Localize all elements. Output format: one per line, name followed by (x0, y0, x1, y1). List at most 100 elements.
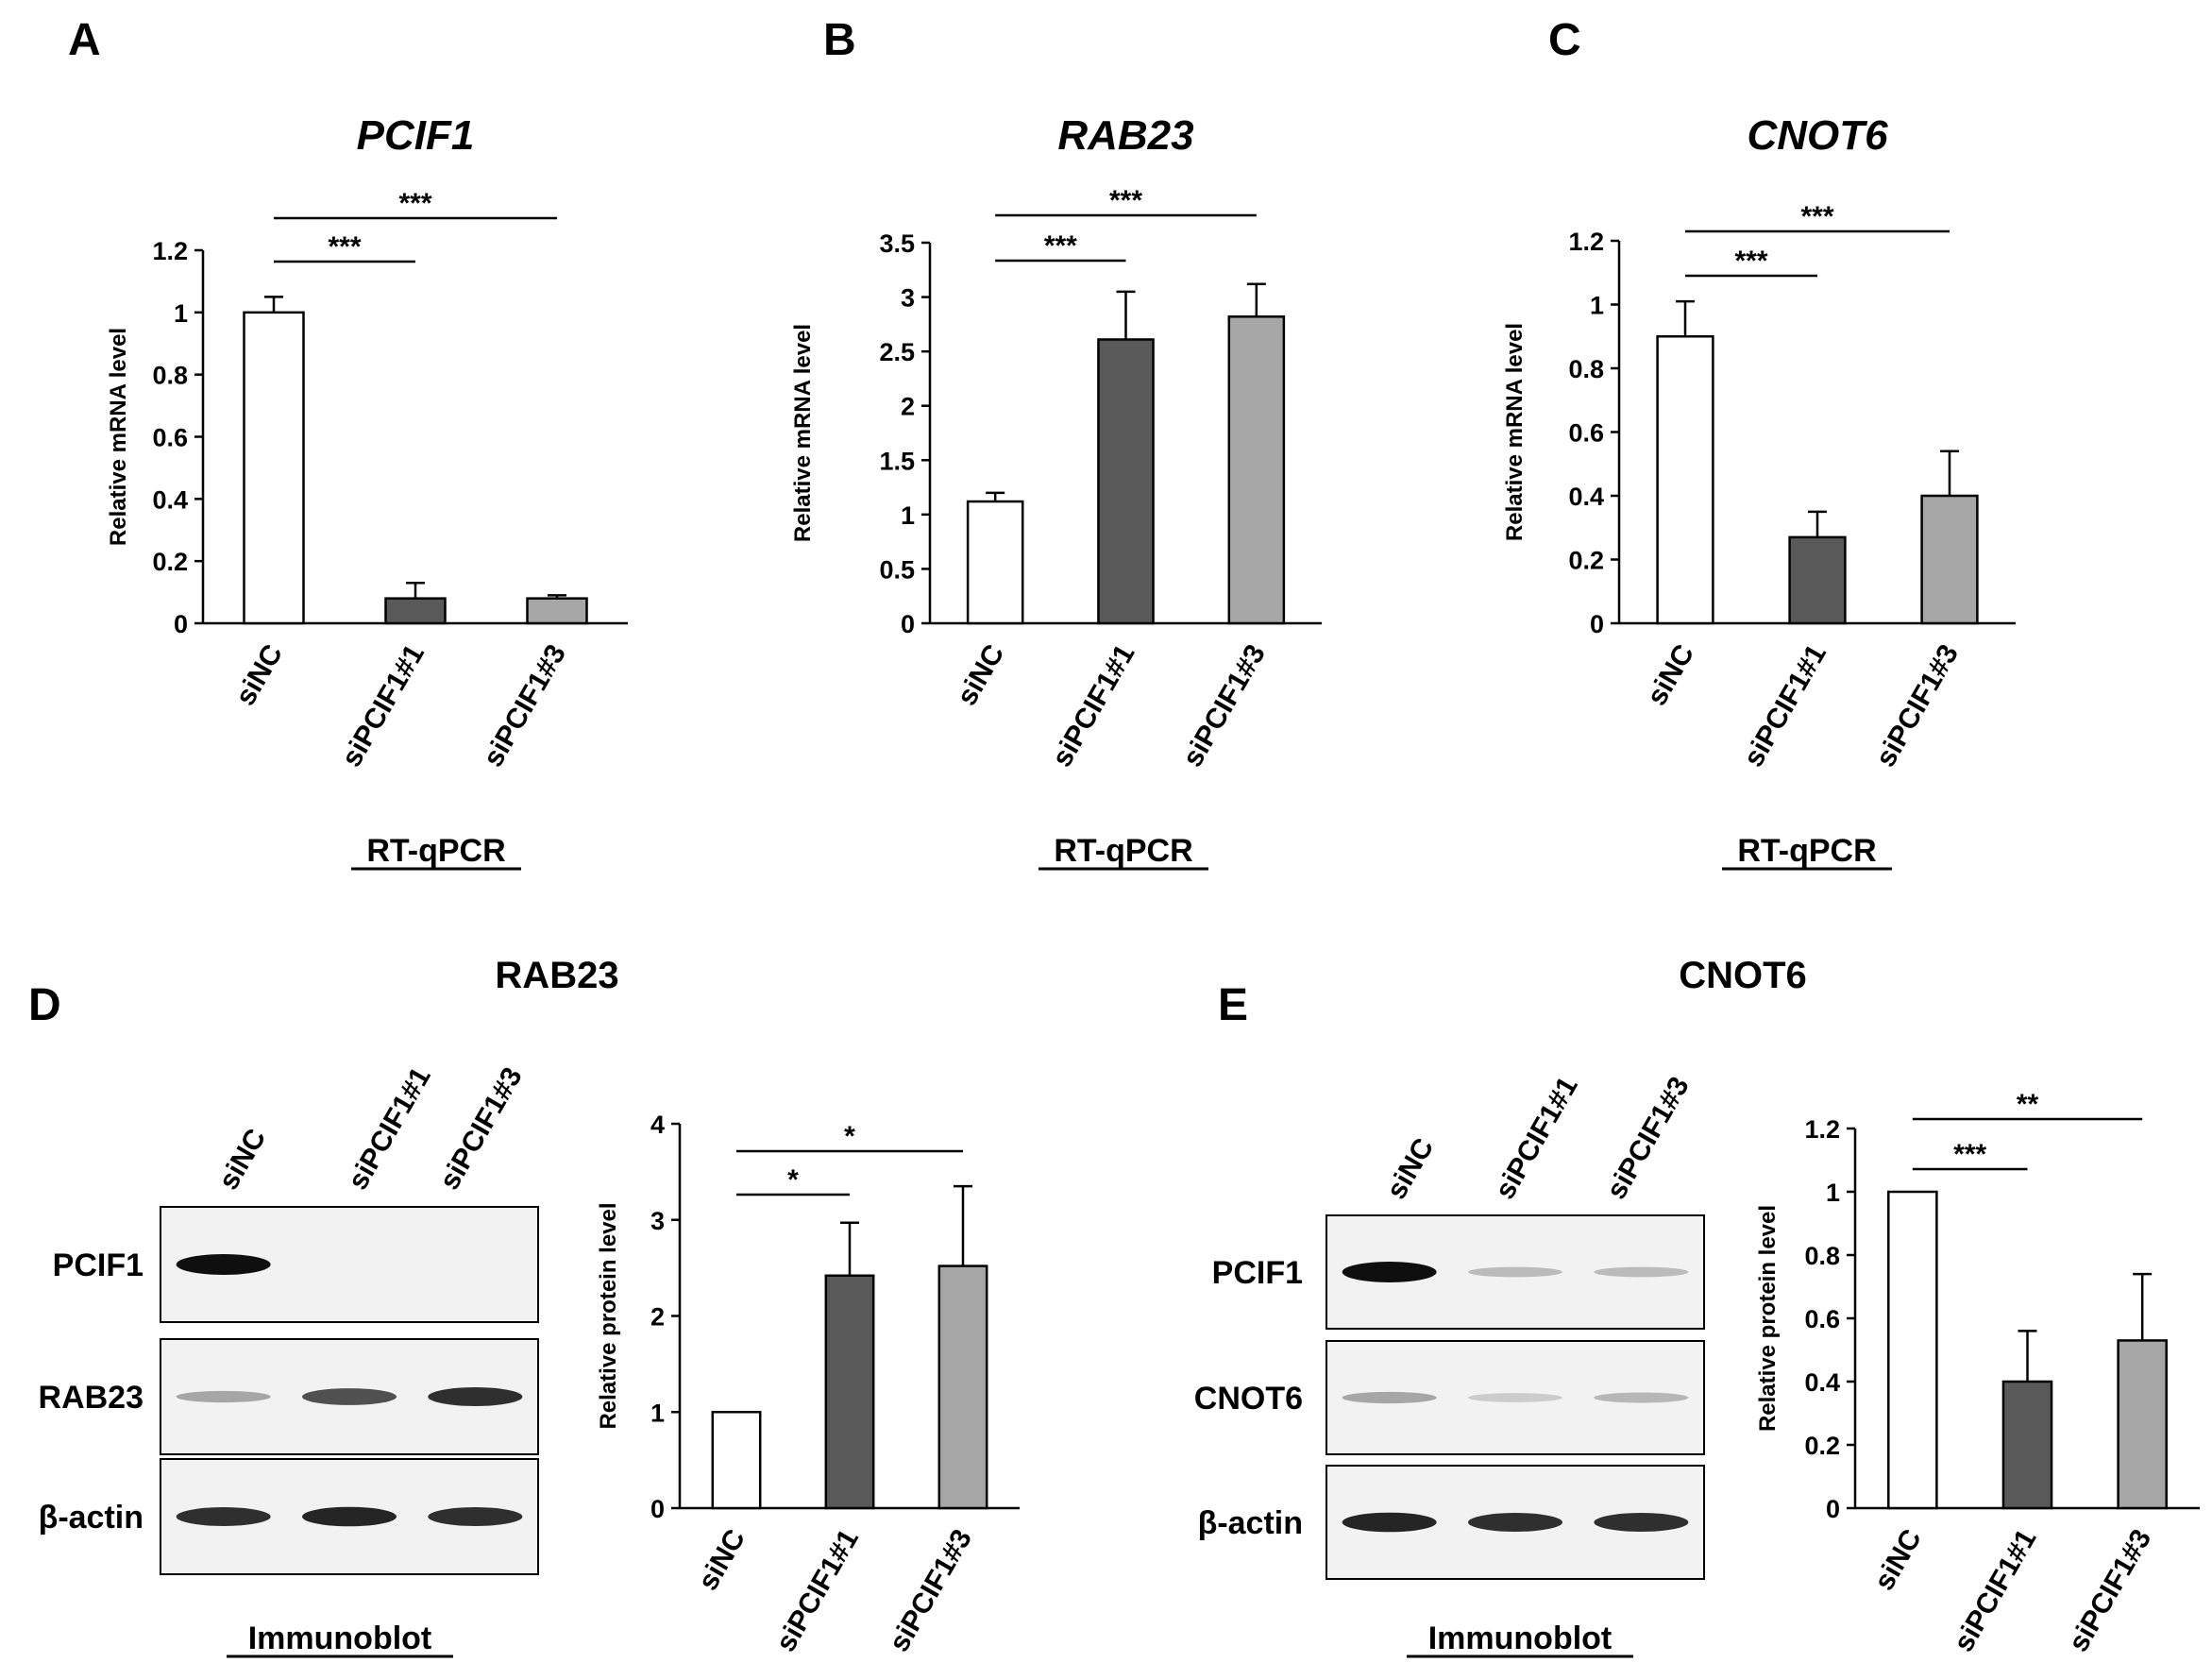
y-tick-label-d: 3 (650, 1207, 665, 1235)
blot-row-label-e-2: β-actin (1198, 1505, 1303, 1541)
chart-title-a: PCIF1 (357, 112, 475, 159)
bar-e-1 (2001, 1380, 2053, 1510)
immunoblot-e: siNC siPCIF1#1 siPCIF1#3 PCIF1 CNOT6 β-actin (1194, 1072, 1705, 1580)
chart-panel-a: PCIF1 0 0.2 0.4 0.6 0.8 1 1.2 Relative mRNA leve… (106, 112, 628, 772)
y-tick-label-b: 2.5 (879, 338, 915, 366)
y-tick-label-c: 1.2 (1568, 228, 1604, 256)
significance-label-d-0: * (787, 1164, 799, 1196)
blot-band-e-0-1 (1468, 1266, 1562, 1278)
y-tick-label-e: 0 (1826, 1495, 1840, 1523)
y-tick-label-e: 1 (1826, 1179, 1840, 1207)
y-tick-label-a: 0.8 (152, 362, 188, 390)
rtqpcr-label-b: RT-qPCR (1054, 833, 1192, 869)
y-tick-label-c: 1 (1590, 292, 1604, 320)
y-tick-label-b: 1.5 (879, 447, 915, 475)
blot-band-d-0-0 (176, 1254, 271, 1275)
bar-e-0 (1887, 1190, 1938, 1510)
chart-panel-c: CNOT6 0 0.2 0.4 0.6 0.8 1 1.2 Relative mRNA leve… (1502, 112, 2016, 772)
panel-letter-e: E (1218, 980, 1248, 1030)
bar-b-2 (1227, 315, 1286, 625)
y-tick-label-b: 1 (901, 501, 915, 530)
blot-lane-label-d-0: siNC (212, 1124, 272, 1196)
bar-c-0 (1656, 335, 1714, 625)
chart-panel-b: RAB23 0 0.5 1 1.5 2 2.5 3 3.5 Relative mRNA level… (790, 112, 1322, 772)
significance-label-e-0: *** (1953, 1139, 1986, 1170)
y-tick-label-a: 1 (174, 299, 188, 328)
blot-band-d-1-0 (176, 1390, 271, 1403)
y-axis-label-b: Relative mRNA level (790, 324, 816, 542)
blot-row-label-e-0: PCIF1 (1212, 1255, 1303, 1291)
x-tick-label-d-2: siPCIF1#3 (884, 1524, 978, 1657)
y-tick-label-a: 0 (174, 610, 188, 638)
blot-band-e-2-2 (1594, 1513, 1689, 1532)
x-tick-label-c-0: siNC (1641, 639, 1700, 711)
significance-label-c-0: *** (1734, 246, 1767, 277)
y-tick-label-e: 1.2 (1804, 1115, 1840, 1144)
blot-row-label-d-2: β-actin (39, 1500, 144, 1536)
blot-row-label-e-1: CNOT6 (1194, 1381, 1303, 1417)
y-tick-label-a: 1.2 (152, 237, 188, 265)
chart-title-c: CNOT6 (1747, 112, 1888, 159)
blot-lane-label-d-1: siPCIF1#1 (342, 1062, 436, 1196)
x-tick-label-e-1: siPCIF1#1 (1948, 1524, 2042, 1657)
y-tick-label-d: 1 (650, 1399, 665, 1427)
chart-panel-d: 0 1 2 3 4 Relative protein level siNC siPCIF1#1… (596, 1111, 1020, 1657)
bar-d-1 (824, 1274, 875, 1510)
x-tick-label-d-1: siPCIF1#1 (770, 1524, 865, 1657)
y-axis-label-e: Relative protein level (1755, 1205, 1781, 1432)
y-tick-label-a: 0.6 (152, 424, 188, 452)
bar-a-2 (526, 597, 588, 625)
rtqpcr-label-c: RT-qPCR (1737, 833, 1876, 869)
y-tick-label-e: 0.6 (1804, 1305, 1840, 1333)
y-tick-label-b: 3 (901, 284, 915, 313)
blot-title-e: CNOT6 (1679, 955, 1807, 996)
chart-panel-e: 0 0.2 0.4 0.6 0.8 1 1.2 Relative protein level s… (1755, 1089, 2200, 1657)
x-tick-label-a-0: siNC (229, 639, 289, 711)
blot-band-e-1-2 (1594, 1392, 1689, 1403)
y-axis-label-d: Relative protein level (596, 1202, 621, 1429)
y-tick-label-d: 0 (650, 1495, 665, 1523)
x-tick-label-c-1: siPCIF1#1 (1738, 639, 1832, 772)
significance-label-b-0: *** (1044, 230, 1077, 262)
blot-band-e-0-0 (1342, 1262, 1437, 1282)
y-tick-label-a: 0.2 (152, 548, 188, 576)
blot-lane-label-e-1: siPCIF1#1 (1489, 1072, 1583, 1205)
blot-lane-label-e-2: siPCIF1#3 (1600, 1072, 1695, 1205)
blot-lane-label-e-0: siNC (1380, 1133, 1440, 1205)
y-tick-label-d: 4 (650, 1111, 665, 1139)
panel-letter-a: A (68, 15, 101, 65)
y-tick-label-c: 0.2 (1568, 547, 1604, 575)
significance-label-a-1: *** (398, 188, 431, 219)
x-tick-label-d-0: siNC (692, 1524, 751, 1596)
y-tick-label-c: 0.8 (1568, 355, 1604, 383)
y-tick-label-e: 0.4 (1804, 1368, 1840, 1397)
y-tick-label-c: 0 (1590, 610, 1604, 638)
y-tick-label-c: 0.6 (1568, 419, 1604, 448)
bar-a-1 (384, 597, 447, 625)
significance-label-e-1: ** (2017, 1089, 2039, 1120)
blot-lane-label-d-2: siPCIF1#3 (433, 1062, 528, 1196)
rtqpcr-label-a: RT-qPCR (366, 833, 505, 869)
significance-label-b-1: *** (1109, 185, 1142, 216)
panel-letter-c: C (1548, 15, 1581, 65)
blot-band-e-2-0 (1342, 1512, 1437, 1533)
chart-title-b: RAB23 (1057, 112, 1193, 159)
bar-d-2 (937, 1264, 988, 1510)
blot-band-d-2-0 (176, 1507, 271, 1526)
x-tick-label-b-2: siPCIF1#3 (1177, 639, 1272, 772)
blot-row-label-d-0: PCIF1 (53, 1247, 144, 1283)
x-tick-label-a-1: siPCIF1#1 (336, 639, 431, 772)
blot-band-d-1-2 (428, 1387, 523, 1406)
significance-label-c-1: *** (1800, 201, 1833, 232)
blot-band-e-2-1 (1468, 1513, 1562, 1532)
x-tick-label-c-2: siPCIF1#3 (1870, 639, 1965, 772)
y-tick-label-a: 0.4 (152, 485, 188, 514)
x-tick-label-b-0: siNC (951, 639, 1010, 711)
y-tick-label-e: 0.8 (1804, 1242, 1840, 1270)
blot-row-label-d-1: RAB23 (39, 1380, 144, 1416)
y-tick-label-c: 0.4 (1568, 483, 1604, 511)
x-tick-label-e-2: siPCIF1#3 (2063, 1524, 2157, 1657)
x-tick-label-b-1: siPCIF1#1 (1046, 639, 1140, 772)
